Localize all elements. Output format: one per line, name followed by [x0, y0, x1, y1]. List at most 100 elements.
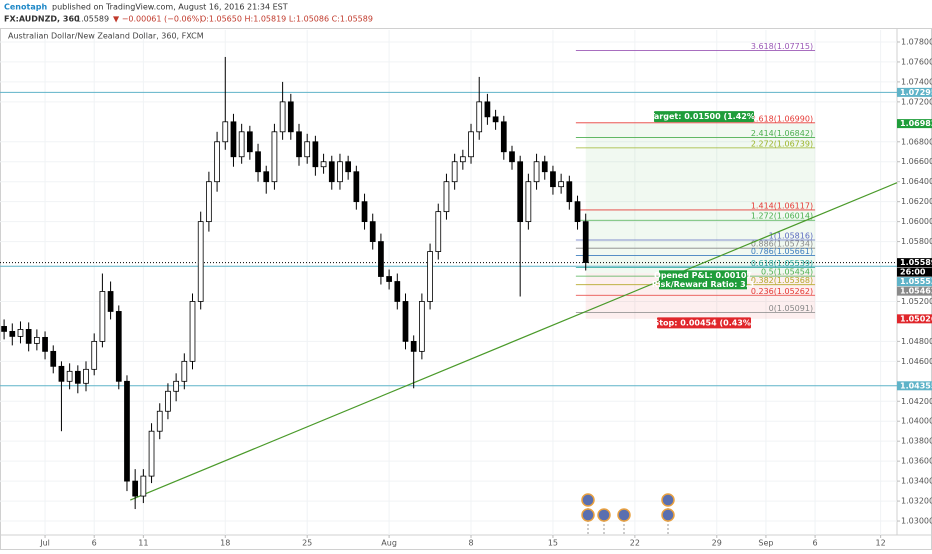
candle-body [165, 390, 171, 412]
y-tick-label: 1.06800 [901, 137, 932, 146]
y-tick-label: 1.04200 [901, 397, 932, 406]
candle-body [246, 131, 253, 153]
candle-body [66, 370, 73, 382]
candle-body [345, 161, 352, 173]
target-label-text: Target: 0.01500 (1.42%) [649, 112, 758, 121]
candle-body [435, 211, 442, 252]
candle-body [255, 151, 261, 173]
fib-label: 1(1.05816) [769, 231, 813, 240]
candle-body [468, 131, 474, 158]
candle-body [320, 161, 327, 168]
candle-body [492, 116, 499, 123]
price-tag: 1.04355 [900, 381, 932, 390]
x-tick-label: Aug [381, 539, 397, 548]
candle-body [271, 131, 278, 183]
candle-body [91, 340, 98, 370]
y-tick-label: 1.05800 [901, 237, 932, 246]
pnl-bg [659, 270, 747, 290]
candle-body [419, 301, 425, 352]
y-tick-label: 1.04800 [901, 337, 932, 346]
y-tick-label: 1.07400 [901, 77, 932, 86]
candle-body [427, 251, 433, 302]
fib-label: 1.414(1.06117) [751, 201, 813, 210]
candle-body [541, 161, 548, 173]
y-tick-label: 1.03200 [901, 497, 932, 506]
y-tick-label: 1.06600 [901, 157, 932, 166]
x-tick-label: Jul [39, 539, 50, 548]
x-tick-label: 8 [468, 539, 473, 548]
candle-body [361, 201, 368, 223]
candle-body [74, 370, 81, 384]
candle-body [197, 221, 204, 302]
candle-body [386, 276, 392, 282]
ohlc: O:1.05650 H:1.05819 L:1.05086 C:1.05589 [200, 15, 373, 24]
x-tick-label: 6 [813, 539, 818, 548]
y-tick-label: 1.05200 [901, 297, 932, 306]
published: published on TradingView.com, August 16,… [52, 3, 288, 12]
price-tag-bg [897, 87, 932, 97]
event-icon[interactable] [617, 508, 631, 522]
candle-body [476, 101, 483, 133]
candle-body [34, 336, 40, 344]
y-tick-label: 1.03000 [901, 517, 932, 526]
x-tick-label: 18 [220, 539, 230, 548]
candle-body [132, 480, 139, 497]
price-tag: 1.06982 [900, 119, 932, 128]
candle-body [509, 151, 515, 163]
fib-label: 2.618(1.06990) [751, 114, 813, 123]
candle-body [50, 350, 57, 367]
event-icon[interactable] [581, 493, 595, 507]
price-tag-bg [897, 119, 932, 129]
candle-body [189, 301, 196, 362]
y-tick-label: 1.06200 [901, 197, 932, 206]
candle-body [451, 161, 458, 183]
candle-body [328, 161, 335, 183]
price-tag-bg [897, 286, 932, 296]
candle-body [263, 171, 270, 183]
candle-body [304, 141, 311, 158]
fib-label: 2.414(1.06842) [751, 129, 813, 138]
price-tag: 1.05462 [900, 287, 932, 296]
candle-body [550, 171, 556, 188]
candle-body [337, 161, 343, 183]
x-tick-label: Sep [758, 539, 773, 548]
candle-body [443, 181, 450, 213]
y-tick-label: 1.06400 [901, 177, 932, 186]
candle-body [238, 131, 245, 158]
fib-label: 0(1.05091) [769, 304, 813, 313]
author[interactable]: Cenotaph [4, 3, 47, 12]
candle-body [378, 241, 384, 277]
candle-body [312, 141, 319, 168]
target-label-bg [654, 111, 754, 123]
candle-body [287, 101, 294, 133]
candle-body [500, 121, 507, 153]
price-tag: 1.07295 [900, 88, 932, 97]
candle-body [173, 380, 179, 392]
event-icon[interactable] [661, 508, 675, 522]
y-tick-label: 1.06000 [901, 217, 932, 226]
event-icon[interactable] [597, 508, 611, 522]
event-icon[interactable] [581, 508, 595, 522]
x-tick-label: 22 [630, 539, 640, 548]
events [581, 493, 675, 535]
candle-body [83, 368, 89, 384]
event-icon[interactable] [661, 493, 675, 507]
pnl-text: Opened P&L: 0.00107 [654, 271, 752, 280]
candle-body [517, 161, 524, 223]
candle-body [1, 326, 7, 332]
last-price: 1.05589 [76, 15, 109, 24]
trendline [130, 182, 898, 501]
candle-body [17, 329, 24, 337]
price-tag: 1.05589 [900, 258, 932, 267]
candle-body [525, 181, 532, 223]
price-tag-bg [897, 277, 932, 287]
fib-label: 0.236(1.05262) [751, 287, 813, 296]
price-tag-bg [897, 267, 932, 277]
candle-body [459, 156, 466, 163]
stop-label-text: Stop: 0.00454 (0.43%) [653, 318, 754, 327]
candle-body [124, 380, 130, 482]
candle-body [410, 340, 417, 352]
symbol: FX:AUDNZD, 360 [4, 15, 80, 24]
y-tick-label: 1.03800 [901, 437, 932, 446]
